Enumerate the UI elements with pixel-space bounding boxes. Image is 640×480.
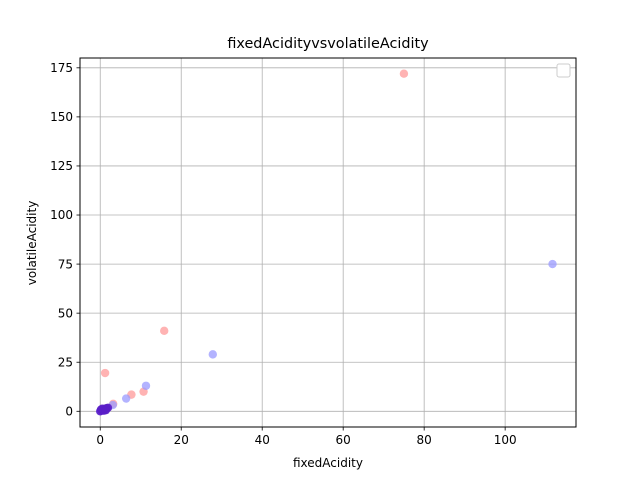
legend-box xyxy=(556,63,571,78)
grid xyxy=(80,58,576,427)
data-point xyxy=(399,69,409,78)
x-tick-label: 100 xyxy=(494,433,517,447)
data-point xyxy=(141,381,151,390)
x-tick-label: 80 xyxy=(417,433,432,447)
data-points xyxy=(96,69,557,416)
y-axis-label: volatileAcidity xyxy=(25,201,39,286)
x-tick-label: 20 xyxy=(174,433,189,447)
axis-ticks: 0 20 40 60 80 100 0 25 50 75 100 125 150 175 xyxy=(50,61,517,447)
plot-area-frame xyxy=(79,57,577,428)
data-point xyxy=(101,405,111,415)
x-tick-label: 60 xyxy=(336,433,351,447)
y-tick-label: 75 xyxy=(58,257,73,271)
data-point xyxy=(100,368,110,378)
x-tick-label: 40 xyxy=(255,433,270,447)
data-point xyxy=(160,326,169,336)
y-tick-label: 125 xyxy=(50,159,73,173)
data-point xyxy=(548,259,557,269)
y-tick-label: 0 xyxy=(65,404,73,418)
y-tick-label: 150 xyxy=(50,110,73,124)
data-point xyxy=(121,394,131,403)
y-tick-label: 100 xyxy=(50,208,73,222)
legend xyxy=(556,63,571,78)
y-tick-label: 50 xyxy=(58,306,73,320)
chart-title: fixedAcidityvsvolatileAcidity xyxy=(227,36,429,52)
y-tick-label: 25 xyxy=(58,355,73,369)
x-axis-label: fixedAcidity xyxy=(293,456,363,470)
y-tick-label: 175 xyxy=(50,61,73,75)
data-point xyxy=(208,350,218,359)
x-tick-label: 0 xyxy=(96,433,104,447)
